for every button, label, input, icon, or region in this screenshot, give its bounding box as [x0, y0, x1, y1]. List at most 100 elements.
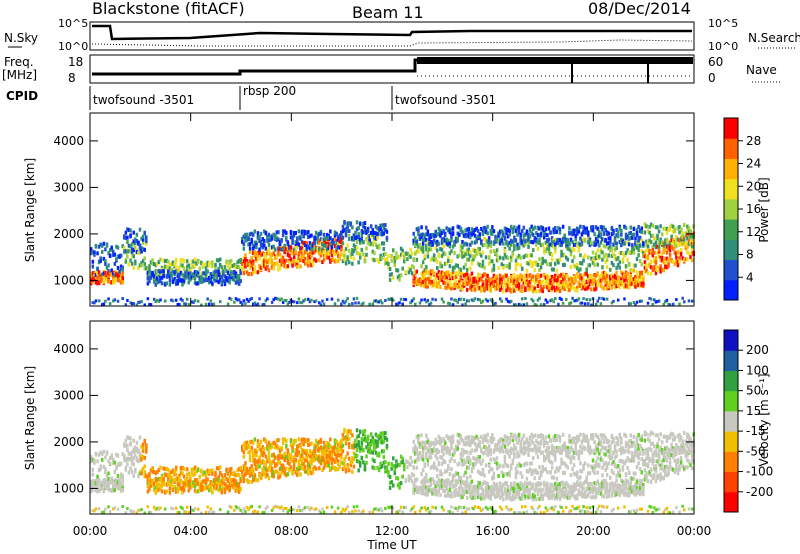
velocity-cell: [283, 470, 286, 475]
power-cell: [528, 286, 532, 291]
velocity-cell: [198, 487, 202, 492]
power-cell: [156, 280, 159, 285]
power-cell: [437, 254, 441, 259]
power-cell: [656, 267, 659, 272]
power-cell: [152, 273, 156, 278]
velocity-cell: [325, 506, 329, 510]
power-cell: [645, 263, 648, 268]
power-cell: [667, 227, 670, 232]
power-cell: [239, 268, 242, 273]
power-cell: [475, 279, 478, 284]
power-cell: [347, 229, 351, 234]
velocity-cell: [168, 480, 172, 485]
velocity-cell: [135, 447, 139, 452]
velocity-cell: [362, 429, 365, 434]
power-cell: [497, 231, 500, 236]
power-cell: [524, 239, 527, 244]
power-cell: [654, 260, 658, 265]
velocity-cell: [248, 506, 252, 510]
power-cell: [657, 229, 661, 234]
power-cell: [448, 302, 452, 306]
power-cell: [535, 277, 538, 282]
power-cell: [185, 272, 189, 277]
power-cell: [671, 240, 675, 245]
power-cell: [605, 275, 609, 280]
power-cell: [379, 227, 382, 232]
power-cell: [587, 276, 590, 281]
power-cell: [547, 237, 551, 242]
power-cell: [116, 299, 120, 303]
power-cell: [171, 260, 175, 265]
power-cell: [140, 263, 143, 268]
power-cell: [250, 239, 253, 244]
power-cell: [544, 248, 548, 253]
velocity-cell: [305, 469, 308, 474]
velocity-cell: [269, 464, 272, 469]
power-cell: [472, 299, 475, 303]
velocity-cell: [176, 482, 180, 487]
velocity-cell: [305, 449, 308, 454]
power-cell: [601, 271, 604, 276]
velocity-cell: [110, 476, 113, 481]
power-cell: [637, 275, 640, 280]
velocity-cell: [321, 455, 324, 460]
power-cell: [533, 238, 537, 243]
velocity-cell: [211, 482, 214, 487]
power-cell: [297, 255, 301, 260]
power-cell: [281, 255, 285, 260]
velocity-cell: [307, 505, 310, 509]
power-cell: [130, 253, 134, 258]
power-cell: [535, 242, 538, 247]
velocity-cell: [187, 483, 191, 488]
power-cell: [241, 236, 244, 241]
power-cell: [516, 278, 519, 283]
power-cell: [494, 238, 497, 243]
power-cell: [587, 274, 590, 279]
power-cell: [486, 239, 489, 244]
velocity-cell: [327, 450, 331, 455]
velocity-cell: [218, 470, 222, 475]
power-cell: [182, 266, 186, 271]
power-cell: [476, 287, 480, 292]
power-cell: [242, 256, 246, 261]
velocity-cell: [258, 459, 261, 464]
power-cell: [525, 281, 529, 286]
power-cell: [550, 286, 554, 291]
power-cell: [530, 261, 533, 266]
power-cell: [247, 242, 250, 247]
power-cell: [516, 274, 519, 279]
power-cell: [159, 298, 162, 302]
power-cell: [274, 233, 277, 238]
velocity-cell: [121, 486, 124, 491]
velocity-cell: [387, 470, 390, 475]
velocity-cell: [369, 449, 373, 454]
power-cell: [305, 241, 308, 246]
power-cell: [635, 300, 639, 304]
power-cell: [502, 275, 505, 280]
power-cell: [129, 233, 132, 238]
power-cell: [102, 271, 106, 276]
velocity-cell: [313, 448, 316, 453]
power-cell: [516, 255, 519, 260]
power-cell: [544, 278, 548, 283]
power-cell: [170, 271, 173, 276]
velocity-cell: [162, 482, 165, 487]
power-cell: [465, 299, 469, 303]
velocity-cell: [228, 488, 231, 493]
power-cell: [289, 247, 293, 252]
power-cell: [478, 273, 482, 278]
power-cell: [373, 299, 376, 303]
power-cell: [431, 232, 434, 237]
velocity-cell: [184, 510, 187, 514]
power-cell: [196, 273, 200, 278]
power-cell: [682, 258, 686, 263]
power-cell: [462, 298, 466, 302]
velocity-cell: [360, 446, 364, 451]
power-cell: [629, 225, 633, 230]
power-cell: [178, 278, 181, 283]
power-cell: [203, 263, 206, 268]
power-cell: [615, 233, 618, 238]
power-cell: [516, 280, 519, 285]
power-cell: [517, 253, 521, 258]
power-cell: [371, 249, 375, 254]
